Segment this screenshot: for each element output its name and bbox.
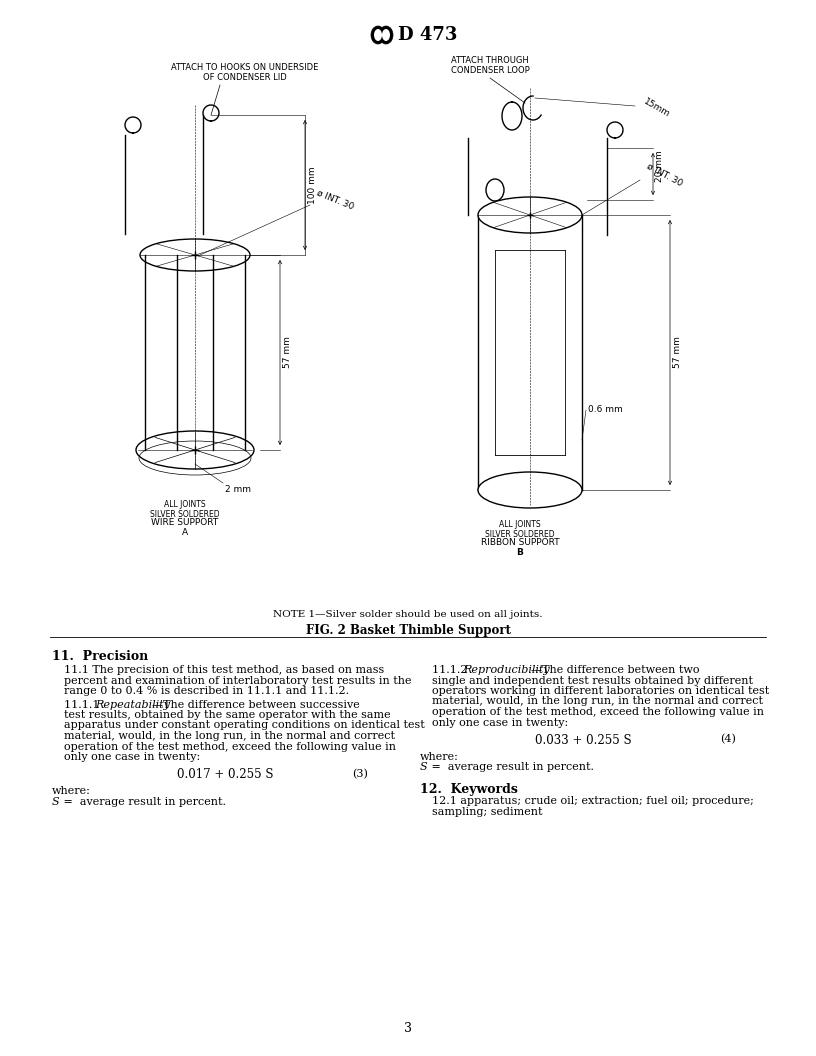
Text: where:: where: <box>420 752 459 762</box>
Text: ATTACH TO HOOKS ON UNDERSIDE
OF CONDENSER LID: ATTACH TO HOOKS ON UNDERSIDE OF CONDENSE… <box>171 62 319 82</box>
Text: where:: where: <box>52 787 91 796</box>
Text: ATTACH THROUGH
CONDENSER LOOP: ATTACH THROUGH CONDENSER LOOP <box>450 56 530 75</box>
Text: only one case in twenty:: only one case in twenty: <box>64 752 200 762</box>
Ellipse shape <box>382 29 390 41</box>
Text: single and independent test results obtained by different: single and independent test results obta… <box>432 676 753 685</box>
Text: —The difference between successive: —The difference between successive <box>152 699 360 710</box>
Text: ø INT. 30: ø INT. 30 <box>645 162 684 188</box>
Text: Repeatability: Repeatability <box>95 699 170 710</box>
Text: A: A <box>182 528 188 538</box>
Text: ø INT. 30: ø INT. 30 <box>315 188 355 211</box>
Text: 11.1 The precision of this test method, as based on mass: 11.1 The precision of this test method, … <box>64 665 384 675</box>
Text: S: S <box>420 762 428 773</box>
Text: FIG. 2 Basket Thimble Support: FIG. 2 Basket Thimble Support <box>305 624 511 637</box>
Text: (4): (4) <box>720 734 736 744</box>
Text: (3): (3) <box>352 769 368 779</box>
Text: 0.033 + 0.255 S: 0.033 + 0.255 S <box>535 734 632 747</box>
Text: =  average result in percent.: = average result in percent. <box>60 797 226 807</box>
Text: 100 mm: 100 mm <box>308 166 317 204</box>
Text: NOTE 1—Silver solder should be used on all joints.: NOTE 1—Silver solder should be used on a… <box>273 610 543 619</box>
Text: Reproducibility: Reproducibility <box>463 665 550 675</box>
Text: sampling; sediment: sampling; sediment <box>432 807 543 817</box>
Text: operators working in different laboratories on identical test: operators working in different laborator… <box>432 686 769 696</box>
Text: —The difference between two: —The difference between two <box>531 665 699 675</box>
Ellipse shape <box>379 26 393 44</box>
Text: 12.1 apparatus; crude oil; extraction; fuel oil; procedure;: 12.1 apparatus; crude oil; extraction; f… <box>432 796 754 807</box>
Text: 12.  Keywords: 12. Keywords <box>420 782 518 795</box>
Text: 15mm: 15mm <box>642 97 672 119</box>
Text: =  average result in percent.: = average result in percent. <box>428 762 594 773</box>
Text: material, would, in the long run, in the normal and correct: material, would, in the long run, in the… <box>64 731 395 741</box>
Text: range 0 to 0.4 % is described in 11.1.1 and 11.1.2.: range 0 to 0.4 % is described in 11.1.1 … <box>64 686 349 696</box>
Text: only one case in twenty:: only one case in twenty: <box>432 717 568 728</box>
Text: 11.  Precision: 11. Precision <box>52 650 149 663</box>
Text: percent and examination of interlaboratory test results in the: percent and examination of interlaborato… <box>64 676 411 685</box>
Text: 11.1.2: 11.1.2 <box>432 665 474 675</box>
Text: RIBBON SUPPORT: RIBBON SUPPORT <box>481 538 559 547</box>
Text: apparatus under constant operating conditions on identical test: apparatus under constant operating condi… <box>64 720 425 731</box>
Text: operation of the test method, exceed the following value in: operation of the test method, exceed the… <box>432 708 764 717</box>
Text: ALL JOINTS
SILVER SOLDERED: ALL JOINTS SILVER SOLDERED <box>150 499 220 520</box>
Ellipse shape <box>478 472 582 508</box>
Text: 2 mm: 2 mm <box>225 485 251 494</box>
Text: WIRE SUPPORT: WIRE SUPPORT <box>152 518 219 527</box>
Text: 3: 3 <box>404 1021 412 1035</box>
Ellipse shape <box>478 197 582 233</box>
Text: 57 mm: 57 mm <box>283 337 292 369</box>
Text: D 473: D 473 <box>398 26 458 44</box>
Text: 11.1.1: 11.1.1 <box>64 699 107 710</box>
Text: B: B <box>517 548 523 557</box>
Text: 0.017 + 0.255 S: 0.017 + 0.255 S <box>177 769 273 781</box>
Text: 20 mm: 20 mm <box>655 151 664 183</box>
Text: 0.6 mm: 0.6 mm <box>588 406 623 415</box>
Text: S: S <box>52 797 60 807</box>
Ellipse shape <box>374 29 382 41</box>
Text: material, would, in the long run, in the normal and correct: material, would, in the long run, in the… <box>432 697 763 706</box>
Text: operation of the test method, exceed the following value in: operation of the test method, exceed the… <box>64 741 396 752</box>
Text: ALL JOINTS
SILVER SOLDERED: ALL JOINTS SILVER SOLDERED <box>486 520 555 540</box>
Ellipse shape <box>371 26 385 44</box>
Text: test results, obtained by the same operator with the same: test results, obtained by the same opera… <box>64 710 391 720</box>
Text: 57 mm: 57 mm <box>673 337 682 369</box>
